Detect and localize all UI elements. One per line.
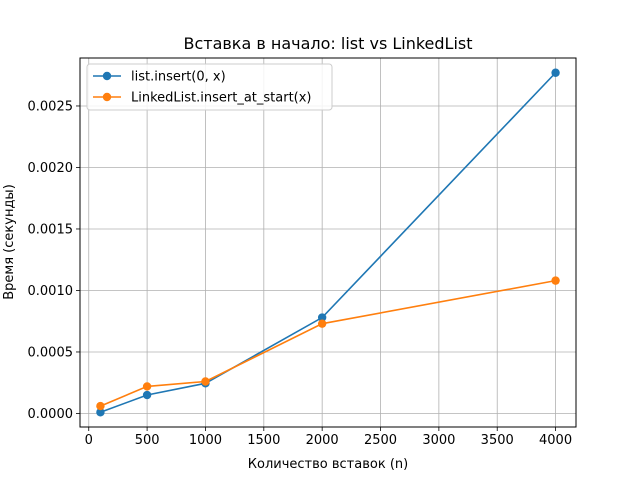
data-point — [551, 276, 560, 285]
legend: list.insert(0, x) LinkedList.insert_at_st… — [86, 63, 333, 111]
data-point — [201, 377, 210, 386]
legend-marker — [102, 92, 112, 102]
legend-box — [86, 63, 333, 111]
data-point — [96, 401, 105, 411]
legend-item: list.insert(0, x) — [93, 70, 226, 85]
x-tick-label: 500 — [135, 433, 160, 448]
x-tick-label: 3500 — [481, 433, 514, 448]
y-tick-label: 0.0025 — [28, 99, 74, 114]
data-point — [551, 68, 560, 77]
y-axis-label: Время (секунды) — [2, 184, 17, 300]
series-2 — [96, 276, 560, 411]
x-tick-label: 2500 — [364, 433, 397, 448]
y-tick-label: 0.0010 — [28, 284, 74, 299]
x-tick-label: 1000 — [189, 433, 222, 448]
data-point — [317, 313, 327, 322]
x-axis: 0 500 1000 1500 2000 2500 3000 3500 4000 — [85, 427, 572, 448]
y-tick-label: 0.0000 — [28, 407, 74, 422]
legend-item: LinkedList.insert_at_start(x) — [93, 91, 312, 106]
data-point — [142, 390, 152, 400]
y-tick-label: 0.0020 — [28, 161, 74, 176]
x-tick-label: 3000 — [422, 433, 455, 448]
data-point — [142, 382, 152, 391]
y-tick-label: 0.0015 — [28, 222, 74, 237]
plot-frame — [79, 57, 577, 428]
data-point — [96, 408, 105, 417]
x-axis-label: Количество вставок (n) — [248, 457, 408, 472]
x-tick-label: 0 — [85, 433, 93, 448]
legend-label: LinkedList.insert_at_start(x) — [131, 91, 312, 106]
legend-marker — [102, 71, 112, 81]
y-axis: 0.0000 0.0005 0.0010 0.0015 0.0020 0.0025 — [28, 99, 80, 422]
x-tick-label: 1500 — [247, 433, 280, 448]
legend-label: list.insert(0, x) — [131, 70, 226, 85]
y-tick-label: 0.0005 — [28, 345, 74, 360]
chart-title: Вставка в начало: list vs LinkedList — [183, 34, 472, 53]
x-tick-label: 4000 — [539, 433, 572, 448]
data-point — [317, 319, 327, 328]
series-layer — [96, 68, 560, 417]
x-tick-label: 2000 — [306, 433, 339, 448]
